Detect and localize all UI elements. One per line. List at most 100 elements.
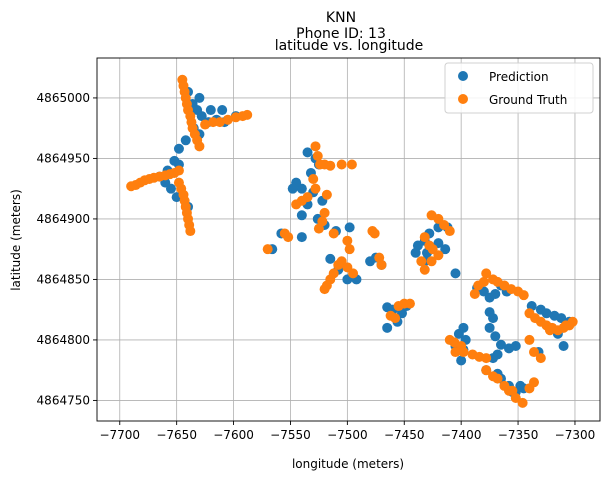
ground-truth-point <box>344 244 355 255</box>
prediction-point <box>173 143 184 154</box>
ground-truth-point <box>333 259 344 270</box>
ground-truth-point <box>283 232 294 243</box>
ground-truth-point <box>348 268 359 279</box>
x-tick-label: −7400 <box>441 428 482 442</box>
legend-marker-ground-truth <box>458 94 468 104</box>
prediction-point <box>453 328 464 339</box>
ground-truth-point <box>369 228 380 239</box>
prediction-point <box>217 105 228 116</box>
ground-truth-point <box>319 207 330 218</box>
ground-truth-point <box>376 259 387 270</box>
ground-truth-point <box>310 183 321 194</box>
legend-box <box>444 62 594 114</box>
x-tick-label: −7600 <box>213 428 254 442</box>
prediction-point <box>287 183 298 194</box>
prediction-point <box>196 111 207 122</box>
ground-truth-point <box>200 119 211 130</box>
ground-truth-point <box>185 226 196 237</box>
ground-truth-point <box>312 151 323 162</box>
prediction-point <box>440 244 451 255</box>
x-axis-label: longitude (meters) <box>292 457 404 471</box>
figure-subtitle: Phone ID: 13 <box>296 26 386 42</box>
ground-truth-point <box>222 114 233 125</box>
prediction-point <box>410 247 421 258</box>
prediction-point <box>165 183 176 194</box>
legend-marker-prediction <box>458 71 468 81</box>
x-tick-label: −7500 <box>327 428 368 442</box>
ground-truth-point <box>560 320 571 331</box>
y-axis-label: latitude (meters) <box>9 189 23 291</box>
scatter-points <box>126 74 578 408</box>
x-tick-label: −7450 <box>384 428 425 442</box>
prediction-point <box>490 331 501 342</box>
ground-truth-point <box>419 264 430 275</box>
prediction-point <box>180 135 191 146</box>
ground-truth-point <box>319 284 330 295</box>
y-axis-ticks: 4864750 4864800 4864850 4864900 4864950 48650… <box>37 91 97 407</box>
ground-truth-point <box>313 223 324 234</box>
ground-truth-point <box>469 288 480 299</box>
prediction-point <box>344 222 355 233</box>
ground-truth-point <box>173 165 184 176</box>
legend: Prediction Ground Truth <box>444 62 594 114</box>
prediction-point <box>382 322 393 333</box>
ground-truth-point <box>481 365 492 376</box>
y-tick-label: 4864800 <box>37 333 90 347</box>
ground-truth-point <box>492 373 503 384</box>
x-tick-label: −7650 <box>156 428 197 442</box>
ground-truth-point <box>517 397 528 408</box>
chart-title: latitude vs. longitude <box>275 38 424 54</box>
y-tick-label: 4864950 <box>37 151 90 165</box>
ground-truth-point <box>404 298 415 309</box>
x-tick-label: −7700 <box>99 428 140 442</box>
prediction-point <box>450 268 461 279</box>
ground-truth-point <box>390 313 401 324</box>
ground-truth-point <box>518 290 529 301</box>
prediction-point <box>556 313 567 324</box>
prediction-point <box>296 210 307 221</box>
ground-truth-point <box>535 353 546 364</box>
ground-truth-point <box>291 199 302 210</box>
ground-truth-point <box>529 347 539 358</box>
ground-truth-point <box>529 377 539 388</box>
ground-truth-point <box>416 256 427 267</box>
ground-truth-point <box>433 250 444 261</box>
legend-label-prediction: Prediction <box>489 70 549 84</box>
prediction-point <box>194 92 205 103</box>
y-tick-label: 4864750 <box>37 393 90 407</box>
plot-area: −7700 −7650 −7600 −7550 −7500 −7450 −7400 −7350… <box>37 57 601 442</box>
prediction-point <box>325 253 336 264</box>
x-axis-ticks: −7700 −7650 −7600 −7550 −7500 −7450 −7400 −7350… <box>99 421 595 442</box>
ground-truth-point <box>481 268 492 279</box>
ground-truth-point <box>544 325 555 336</box>
legend-label-ground-truth: Ground Truth <box>489 93 567 107</box>
prediction-point <box>558 340 569 351</box>
ground-truth-point <box>444 226 455 237</box>
ground-truth-point <box>214 117 225 128</box>
prediction-point <box>456 355 467 366</box>
ground-truth-point <box>325 160 336 171</box>
series-prediction <box>154 86 575 397</box>
x-tick-label: −7300 <box>555 428 596 442</box>
prediction-point <box>490 288 501 299</box>
ground-truth-point <box>507 385 518 396</box>
x-tick-label: −7350 <box>498 428 539 442</box>
ground-truth-point <box>194 141 205 152</box>
ground-truth-point <box>524 334 535 345</box>
ground-truth-point <box>478 276 489 287</box>
prediction-point <box>495 339 506 350</box>
ground-truth-point <box>310 141 321 152</box>
ground-truth-point <box>426 256 437 267</box>
prediction-point <box>484 322 495 333</box>
prediction-point <box>488 313 499 324</box>
axes-frame <box>96 57 601 422</box>
ground-truth-point <box>346 159 357 170</box>
ground-truth-point <box>342 235 353 246</box>
y-tick-label: 4864900 <box>37 212 90 226</box>
x-tick-label: −7550 <box>270 428 311 442</box>
series-ground-truth <box>126 74 578 408</box>
figure-suptitle: KNN <box>326 10 356 26</box>
prediction-point <box>302 147 313 158</box>
ground-truth-point <box>336 159 347 170</box>
